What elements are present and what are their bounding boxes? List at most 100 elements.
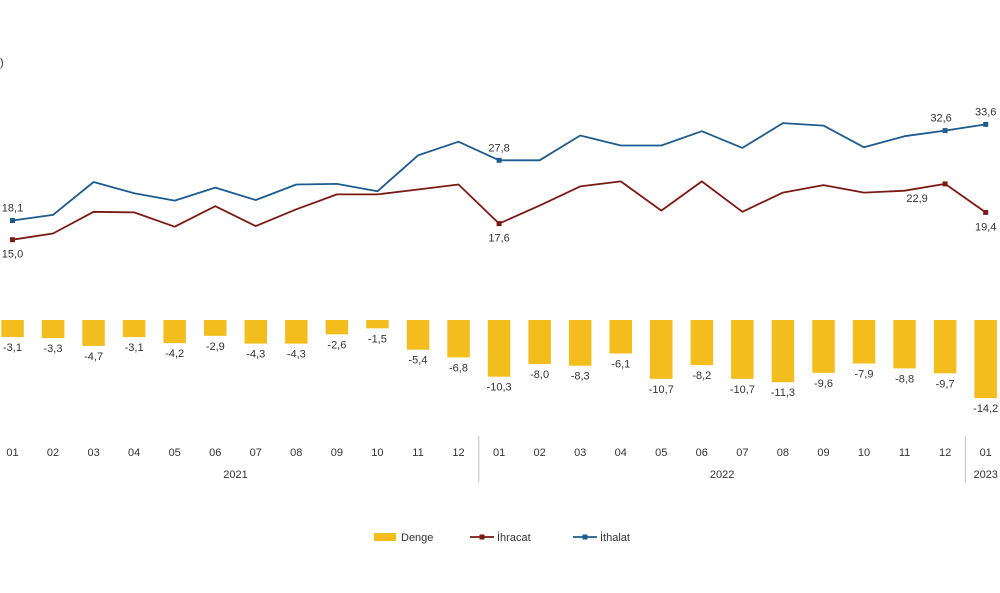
year-label-2022: 2022 (710, 469, 734, 481)
denge-legend-swatch (374, 533, 396, 541)
denge-label-13: -10,3 (487, 382, 512, 394)
denge-label-23: -8,8 (895, 373, 914, 385)
year-label-2023: 2023 (973, 469, 997, 481)
month-tick-19: 07 (736, 447, 748, 459)
ihracat-label-1: 15,0 (2, 249, 23, 261)
ihracat-marker-24 (942, 181, 948, 187)
denge-bar-11 (406, 320, 430, 350)
legend: Denge İhracat İthalat (374, 531, 630, 544)
denge-label-7: -4,3 (246, 349, 265, 361)
denge-label-19: -10,7 (730, 384, 755, 396)
data-labels: -3,1 -3,3 -4,7 -3,1 -4,2 -2,9 -4,3 -4,3 -2,6 -1,5… (2, 106, 998, 415)
denge-label-11: -5,4 (409, 355, 428, 367)
ithalat-label-13: 27,8 (488, 142, 509, 154)
month-tick-4: 04 (128, 447, 140, 459)
denge-bar-13 (487, 320, 511, 377)
denge-legend-label: Denge (401, 532, 433, 544)
denge-bar-21 (812, 320, 835, 373)
ithalat-marker-24 (942, 128, 948, 134)
denge-label-17: -10,7 (649, 384, 674, 396)
month-tick-14: 02 (533, 447, 545, 459)
denge-label-21: -9,6 (814, 378, 833, 390)
month-tick-6: 06 (209, 447, 221, 459)
month-tick-9: 09 (331, 447, 343, 459)
denge-label-4: -3,1 (125, 342, 144, 354)
denge-label-25: -14,2 (973, 403, 998, 415)
ithalat-label-1: 18,1 (2, 203, 23, 215)
ithalat-marker-13 (496, 157, 502, 163)
denge-bar-12 (447, 320, 470, 358)
trade-lines (10, 121, 989, 243)
denge-bar-3 (82, 320, 105, 346)
month-tick-20: 08 (777, 447, 789, 459)
denge-label-24: -9,7 (936, 378, 955, 390)
ithalat-label-25: 33,6 (975, 106, 996, 118)
denge-label-1: -3,1 (3, 342, 22, 354)
month-tick-24: 12 (939, 447, 951, 459)
ihracat-label-13: 17,6 (488, 233, 509, 245)
denge-label-10: -1,5 (368, 333, 387, 345)
denge-bar-16 (609, 320, 632, 354)
denge-label-5: -4,2 (165, 348, 184, 360)
month-tick-15: 03 (574, 447, 586, 459)
denge-label-12: -6,8 (449, 362, 468, 374)
denge-bar-23 (893, 320, 916, 369)
month-tick-8: 08 (290, 447, 302, 459)
denge-label-14: -8,0 (530, 369, 549, 381)
denge-bar-15 (568, 320, 592, 366)
denge-label-6: -2,9 (206, 341, 225, 353)
denge-bar-4 (122, 320, 146, 338)
year-label-2021: 2021 (223, 469, 247, 481)
denge-label-9: -2,6 (327, 339, 346, 351)
month-tick-5: 05 (169, 447, 181, 459)
ithalat-line (12, 122, 986, 222)
month-tick-21: 09 (817, 447, 829, 459)
denge-bar-2 (41, 320, 65, 339)
denge-bar-24 (933, 320, 957, 374)
denge-bar-10 (366, 320, 389, 329)
x-axis: 01 02 03 04 05 06 07 08 09 10 11 12 01 02 03 04 05 06 07 08… (6, 436, 998, 482)
month-tick-12: 12 (452, 447, 464, 459)
denge-label-20: -11,3 (771, 387, 795, 399)
month-tick-1: 01 (6, 447, 18, 459)
denge-bar-6 (204, 320, 227, 336)
month-tick-18: 06 (696, 447, 708, 459)
ihracat-line (12, 180, 987, 241)
denge-label-16: -6,1 (611, 359, 630, 371)
ithalat-marker-1 (10, 218, 15, 223)
month-tick-10: 10 (371, 447, 383, 459)
denge-bar-8 (285, 320, 308, 344)
denge-bar-18 (690, 320, 714, 366)
denge-label-2: -3,3 (44, 343, 63, 355)
denge-bar-7 (244, 320, 267, 344)
denge-bar-22 (852, 320, 876, 364)
ithalat-marker-25 (983, 121, 989, 127)
denge-bar-20 (771, 320, 795, 383)
denge-label-15: -8,3 (571, 371, 590, 383)
ihracat-marker-13 (496, 221, 502, 227)
month-tick-7: 07 (250, 447, 262, 459)
denge-bar-9 (325, 320, 349, 335)
month-tick-22: 10 (858, 447, 870, 459)
ihracat-legend-marker (479, 534, 485, 540)
month-tick-25: 01 (980, 447, 992, 459)
denge-label-22: -7,9 (855, 368, 874, 380)
month-tick-11: 11 (412, 447, 423, 459)
ihracat-legend-label: İhracat (497, 531, 531, 544)
truncated-axis-label: ) (0, 57, 4, 69)
denge-bar-14 (528, 320, 551, 364)
denge-bars (1, 320, 997, 399)
denge-label-18: -8,2 (692, 370, 711, 382)
ihracat-label-25: 19,4 (975, 221, 996, 233)
ithalat-legend-label: İthalat (600, 531, 630, 544)
denge-label-3: -4,7 (84, 351, 103, 363)
denge-bar-17 (650, 320, 673, 379)
denge-bar-1 (1, 320, 24, 338)
ihracat-marker-25 (983, 209, 989, 215)
denge-label-8: -4,3 (287, 349, 306, 361)
denge-bar-25 (974, 320, 997, 399)
denge-bar-5 (163, 320, 186, 344)
month-tick-16: 04 (615, 447, 627, 459)
month-tick-17: 05 (655, 447, 667, 459)
